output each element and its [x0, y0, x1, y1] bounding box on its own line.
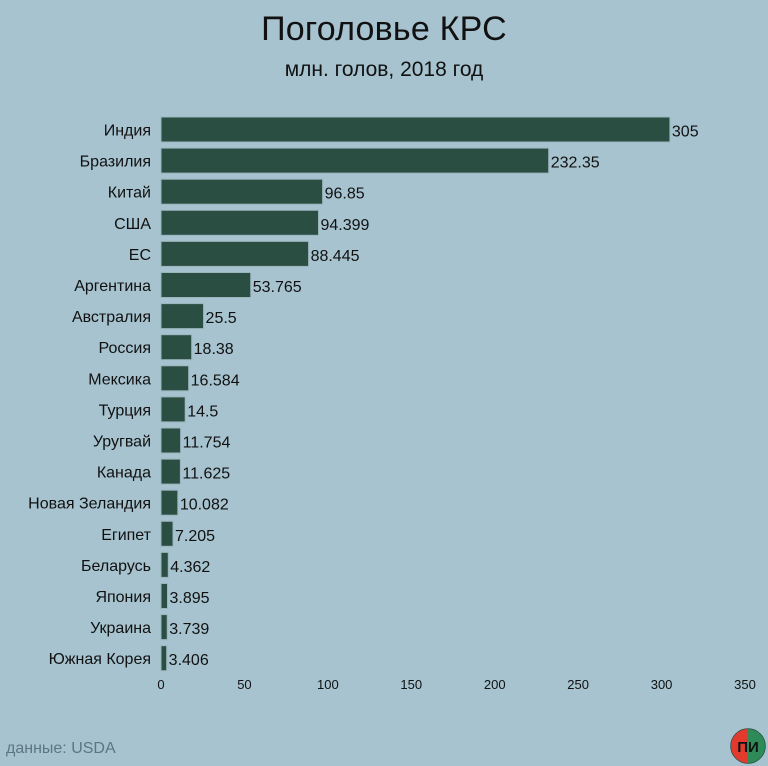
category-label: Южная Корея	[49, 651, 151, 668]
value-label: 14.5	[187, 403, 218, 420]
category-label: Индия	[104, 123, 151, 140]
bar	[160, 303, 205, 330]
value-label: 16.584	[191, 372, 240, 389]
bar	[160, 240, 310, 267]
value-label: 11.625	[182, 466, 230, 483]
category-label: Мексика	[88, 371, 151, 388]
value-label: 232.35	[551, 155, 600, 172]
value-label: 3.739	[169, 621, 209, 638]
category-label: Китай	[108, 185, 151, 202]
category-label: Аргентина	[74, 278, 151, 295]
bar	[160, 334, 193, 361]
category-label: Беларусь	[81, 558, 151, 575]
value-label: 96.85	[325, 186, 365, 203]
x-tick-label: 350	[734, 677, 756, 692]
category-label: Австралия	[72, 309, 151, 326]
value-label: 305	[672, 124, 699, 141]
data-source: данные: USDA	[6, 740, 116, 757]
svg-text:ПИ: ПИ	[737, 739, 759, 756]
category-label: ЕС	[129, 247, 151, 264]
category-label: Канада	[97, 465, 151, 482]
category-label: Япония	[95, 589, 151, 606]
bar	[160, 178, 324, 205]
bar	[160, 520, 174, 547]
bar	[160, 116, 671, 143]
bar	[160, 583, 168, 609]
value-label: 3.406	[169, 652, 209, 669]
chart-title: Поголовье КРС	[261, 10, 507, 48]
logo-icon: ПИ	[730, 728, 766, 764]
x-tick-label: 0	[157, 677, 164, 692]
x-tick-label: 300	[651, 677, 673, 692]
category-label: США	[114, 216, 151, 233]
bar	[160, 209, 320, 236]
x-tick-label: 100	[317, 677, 339, 692]
category-label: Россия	[99, 340, 151, 357]
category-label: Новая Зеландия	[28, 496, 151, 513]
category-label: Турция	[99, 402, 151, 419]
x-tick-label: 50	[237, 677, 251, 692]
value-label: 18.38	[194, 341, 234, 358]
value-label: 11.754	[183, 435, 231, 452]
bar	[160, 365, 190, 392]
value-label: 4.362	[170, 559, 210, 576]
bar	[160, 147, 550, 174]
chart-subtitle: млн. голов, 2018 год	[284, 58, 484, 81]
value-label: 3.895	[169, 590, 209, 607]
bar	[160, 458, 181, 485]
bar	[160, 489, 179, 516]
value-label: 53.765	[253, 279, 302, 296]
category-label: Уругвай	[93, 434, 151, 451]
bar	[160, 645, 168, 672]
x-tick-label: 200	[484, 677, 506, 692]
category-label: Бразилия	[80, 154, 151, 171]
category-label: Египет	[101, 527, 151, 544]
value-label: 94.399	[321, 217, 370, 234]
value-label: 25.5	[206, 310, 237, 327]
bar	[160, 614, 168, 641]
x-tick-label: 250	[567, 677, 589, 692]
x-tick-label: 150	[400, 677, 422, 692]
value-label: 10.082	[180, 497, 229, 514]
bar	[160, 427, 182, 454]
value-label: 88.445	[311, 248, 360, 265]
bar	[160, 396, 186, 423]
category-label: Украина	[90, 620, 151, 637]
bar	[160, 272, 252, 298]
value-label: 7.205	[175, 528, 215, 545]
bar	[160, 551, 169, 578]
